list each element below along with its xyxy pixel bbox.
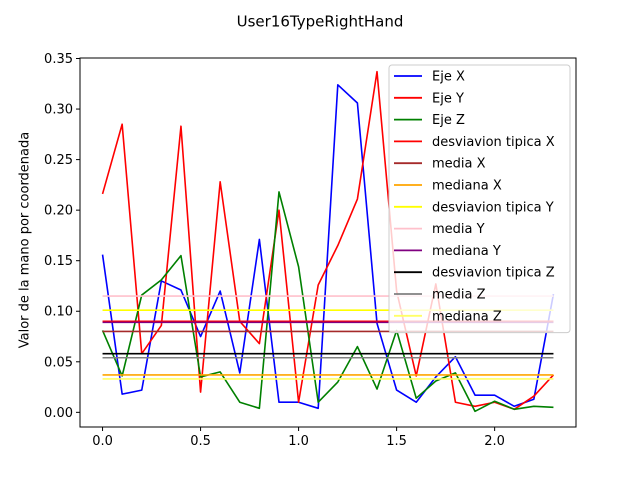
legend-label-eje-z: Eje Z: [432, 113, 465, 128]
x-tick-label: 0.5: [190, 434, 211, 449]
plot-frame: [79, 57, 577, 428]
y-tick-label: 0.15: [44, 254, 73, 269]
series-line-eje-y: [101, 70, 555, 411]
y-tick-label: 0.00: [44, 406, 73, 421]
legend-label-mediana-x: mediana X: [432, 179, 502, 194]
y-tick-label: 0.20: [44, 204, 73, 219]
legend-box: [388, 64, 571, 334]
legend-label-desviavion-tipica-y: desviavion tipica Y: [432, 200, 554, 215]
y-axis-label: Valor de la mano por coordenada: [18, 132, 33, 348]
legend-label-eje-y: Eje Y: [432, 91, 464, 106]
y-tick-label: 0.05: [44, 355, 73, 370]
y-tick-label: 0.25: [44, 153, 73, 168]
y-tick-label: 0.30: [44, 103, 73, 118]
y-tick-label: 0.35: [44, 52, 73, 67]
x-tick-label: 2.0: [484, 434, 505, 449]
legend-label-mediana-y: mediana Y: [432, 244, 501, 259]
x-tick-label: 0.0: [92, 434, 113, 449]
x-tick-label: 1.5: [386, 434, 407, 449]
series-line-eje-z: [101, 191, 554, 413]
legend: Eje X Eje Y Eje Z desviavion tipica X media …: [388, 64, 571, 334]
series-line-eje-x: [101, 83, 555, 410]
legend-label-eje-x: Eje X: [432, 70, 465, 85]
plot-series-group: [101, 70, 555, 413]
legend-label-desviavion-tipica-x: desviavion tipica X: [432, 135, 555, 150]
legend-label-desviavion-tipica-z: desviavion tipica Z: [432, 266, 555, 281]
legend-label-media-z: media Z: [432, 288, 486, 303]
x-tick-label: 1.0: [288, 434, 309, 449]
chart-title: User16TypeRightHand: [237, 13, 404, 31]
y-tick-label: 0.10: [44, 305, 73, 320]
legend-label-media-y: media Y: [432, 222, 485, 237]
legend-label-media-x: media X: [432, 157, 486, 172]
legend-label-mediana-z: mediana Z: [432, 309, 502, 324]
